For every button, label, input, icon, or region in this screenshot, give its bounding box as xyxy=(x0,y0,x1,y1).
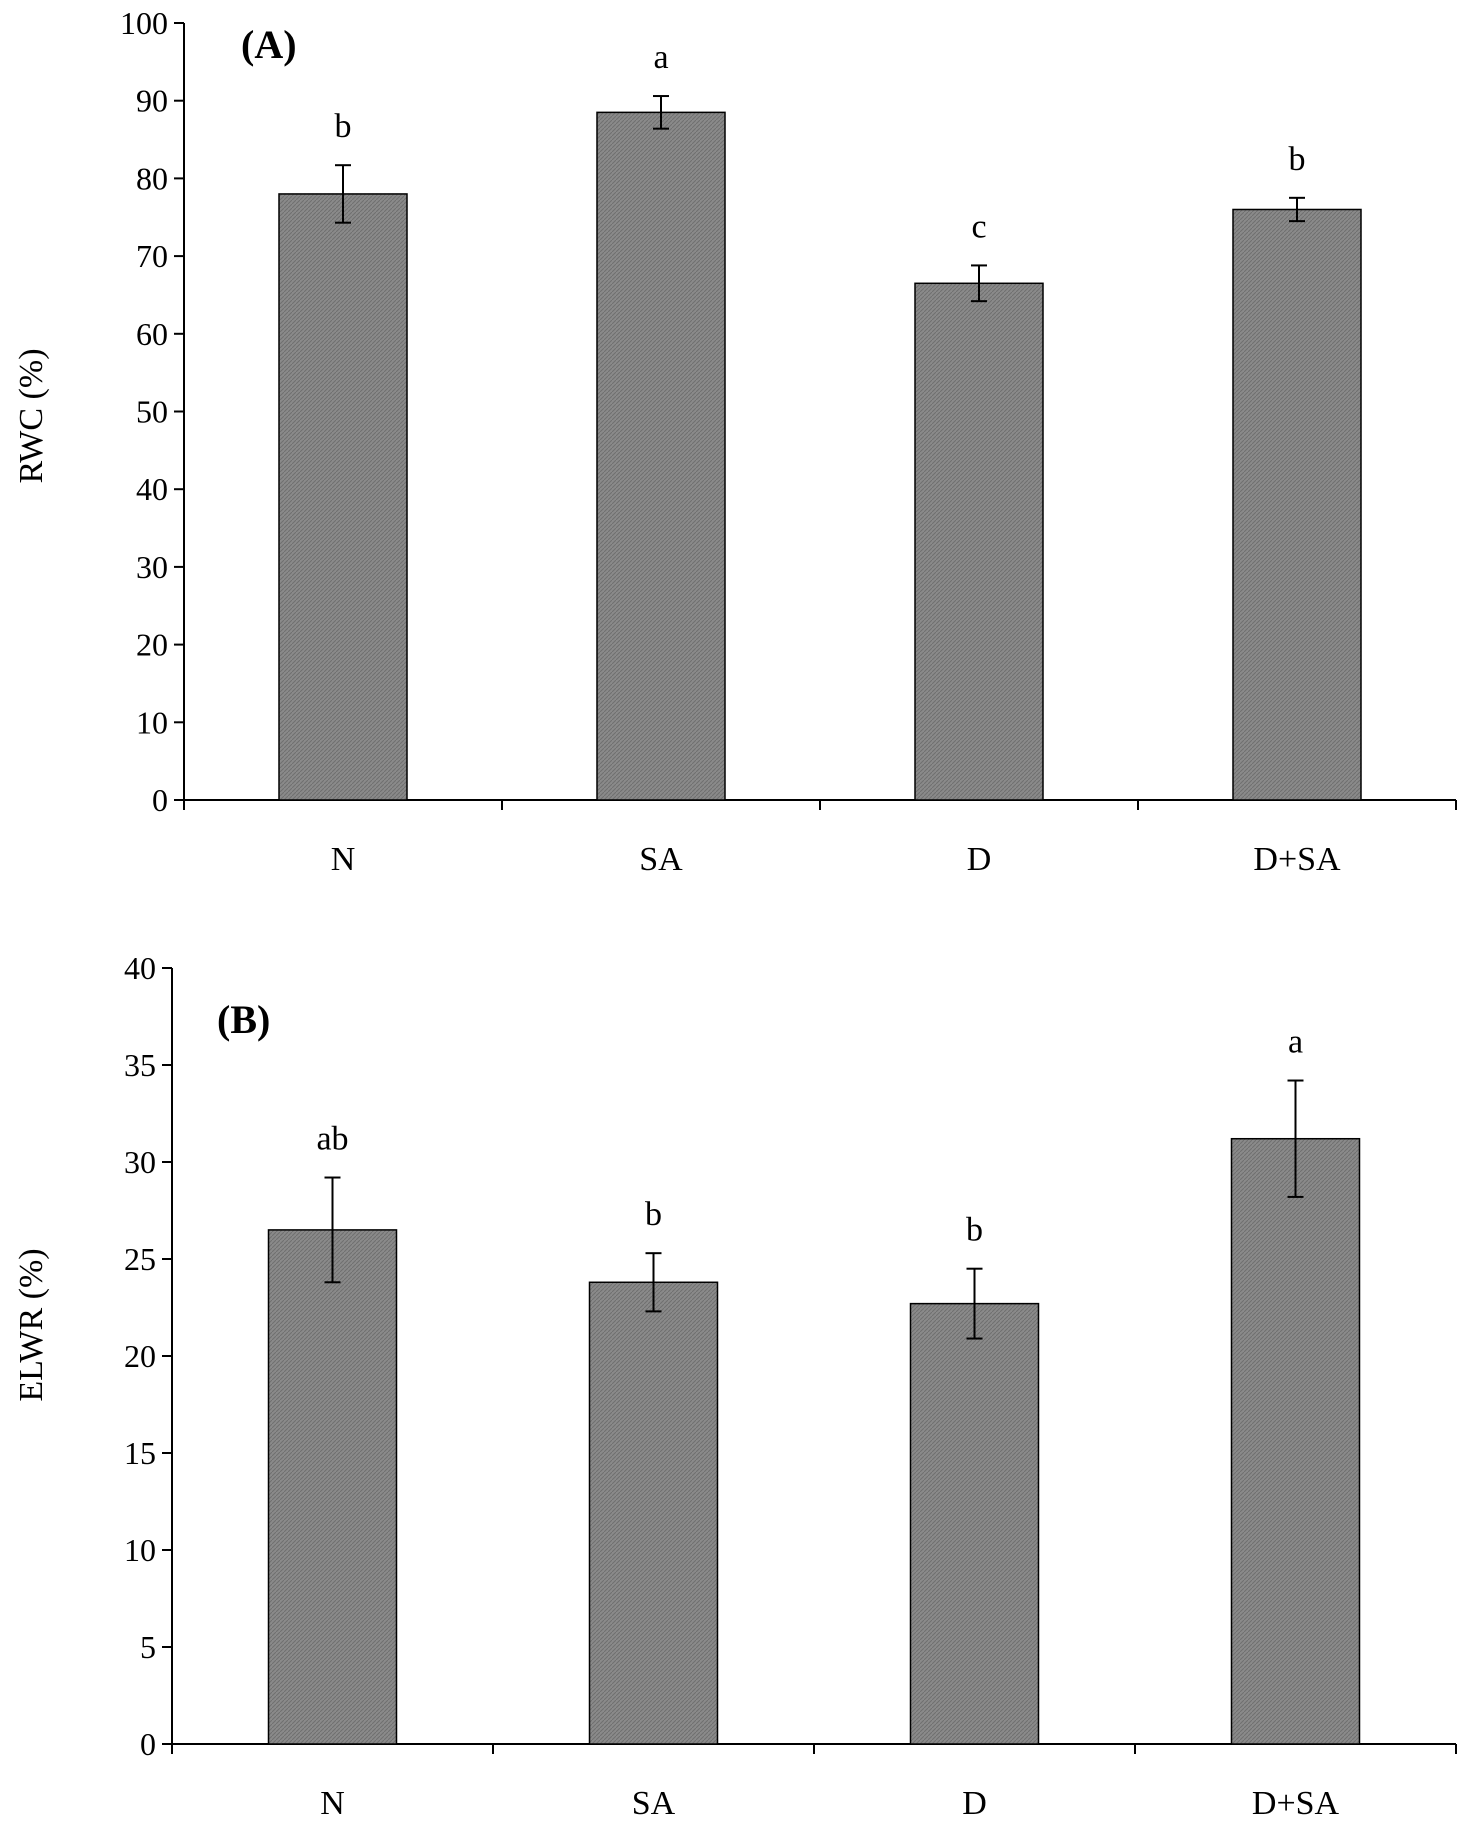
panel-a-significance-label: a xyxy=(653,39,668,76)
panel-a-bar-n xyxy=(278,193,408,801)
panel-b-label: (B) xyxy=(217,997,270,1042)
panel-b-y-tick-label: 30 xyxy=(124,1144,156,1180)
panel-a-y-tick-label: 60 xyxy=(136,316,168,352)
panel-a-y-tick-label: 10 xyxy=(136,704,168,740)
panel-b-y-tick-label: 10 xyxy=(124,1532,156,1568)
panel-a-label: (A) xyxy=(241,22,297,67)
panel-b-y-tick-label: 40 xyxy=(124,950,156,986)
panel-b-y-tick-label: 20 xyxy=(124,1338,156,1374)
panel-a-y-tick-label: 100 xyxy=(120,5,168,41)
panel-b-y-tick-label: 15 xyxy=(124,1435,156,1471)
panel-b-bar-n xyxy=(267,1229,398,1745)
panel-a-significance-label: c xyxy=(971,208,986,245)
panel-b-y-tick-label: 25 xyxy=(124,1241,156,1277)
panel-a-y-axis-title: RWC (%) xyxy=(13,348,50,483)
panel-a-y-tick-label: 20 xyxy=(136,627,168,663)
panel-a-category-label: D xyxy=(967,841,992,878)
panel-b-significance-label: ab xyxy=(316,1121,348,1158)
panel-b-significance-label: a xyxy=(1288,1024,1303,1061)
panel-a-y-tick-label: 30 xyxy=(136,549,168,585)
panel-a-bar-sa xyxy=(596,111,726,801)
panel-a-y-tick-label: 80 xyxy=(136,160,168,196)
panel-a-significance-label: b xyxy=(1289,141,1306,178)
panel-b-category-label: D xyxy=(962,1785,987,1822)
panel-b-chart: (B) ELWR (%) 0 5 10 15 20 25 30 35 40 ab Nb SA b Da D+… xyxy=(13,950,1457,1822)
panel-b-bar-d-plus-sa xyxy=(1230,1137,1361,1745)
panel-a-y-tick-label: 0 xyxy=(152,782,168,818)
panel-b-bar-d xyxy=(909,1302,1040,1745)
panel-b-y-tick-label: 5 xyxy=(140,1629,156,1665)
panel-a-category-label: N xyxy=(331,841,356,878)
panel-a-y-tick-label: 50 xyxy=(136,394,168,430)
panel-b-significance-label: b xyxy=(966,1212,983,1249)
panel-a-significance-label: b xyxy=(335,108,352,145)
panel-a-y-tick-label: 40 xyxy=(136,471,168,507)
panel-a-bar-d-plus-sa xyxy=(1232,208,1362,801)
panel-a-category-label: SA xyxy=(639,841,683,878)
panel-a-chart: (A) RWC (%) 0 10 20 30 40 50 60 70 80 90 100 b Na SA c… xyxy=(13,5,1457,878)
panel-a-y-tick-label: 90 xyxy=(136,83,168,119)
panel-b-category-label: D+SA xyxy=(1252,1785,1340,1822)
panel-a-bar-d xyxy=(914,282,1044,801)
panel-a-category-label: D+SA xyxy=(1253,841,1341,878)
panel-b-y-tick-label: 35 xyxy=(124,1047,156,1083)
panel-b-category-label: N xyxy=(320,1785,345,1822)
panel-b-category-label: SA xyxy=(632,1785,676,1822)
panel-b-significance-label: b xyxy=(645,1196,662,1233)
panel-b-y-tick-label: 0 xyxy=(140,1726,156,1762)
panel-b-bar-sa xyxy=(588,1281,719,1745)
panel-b-y-axis-title: ELWR (%) xyxy=(13,1248,50,1401)
panel-a-y-tick-label: 70 xyxy=(136,238,168,274)
